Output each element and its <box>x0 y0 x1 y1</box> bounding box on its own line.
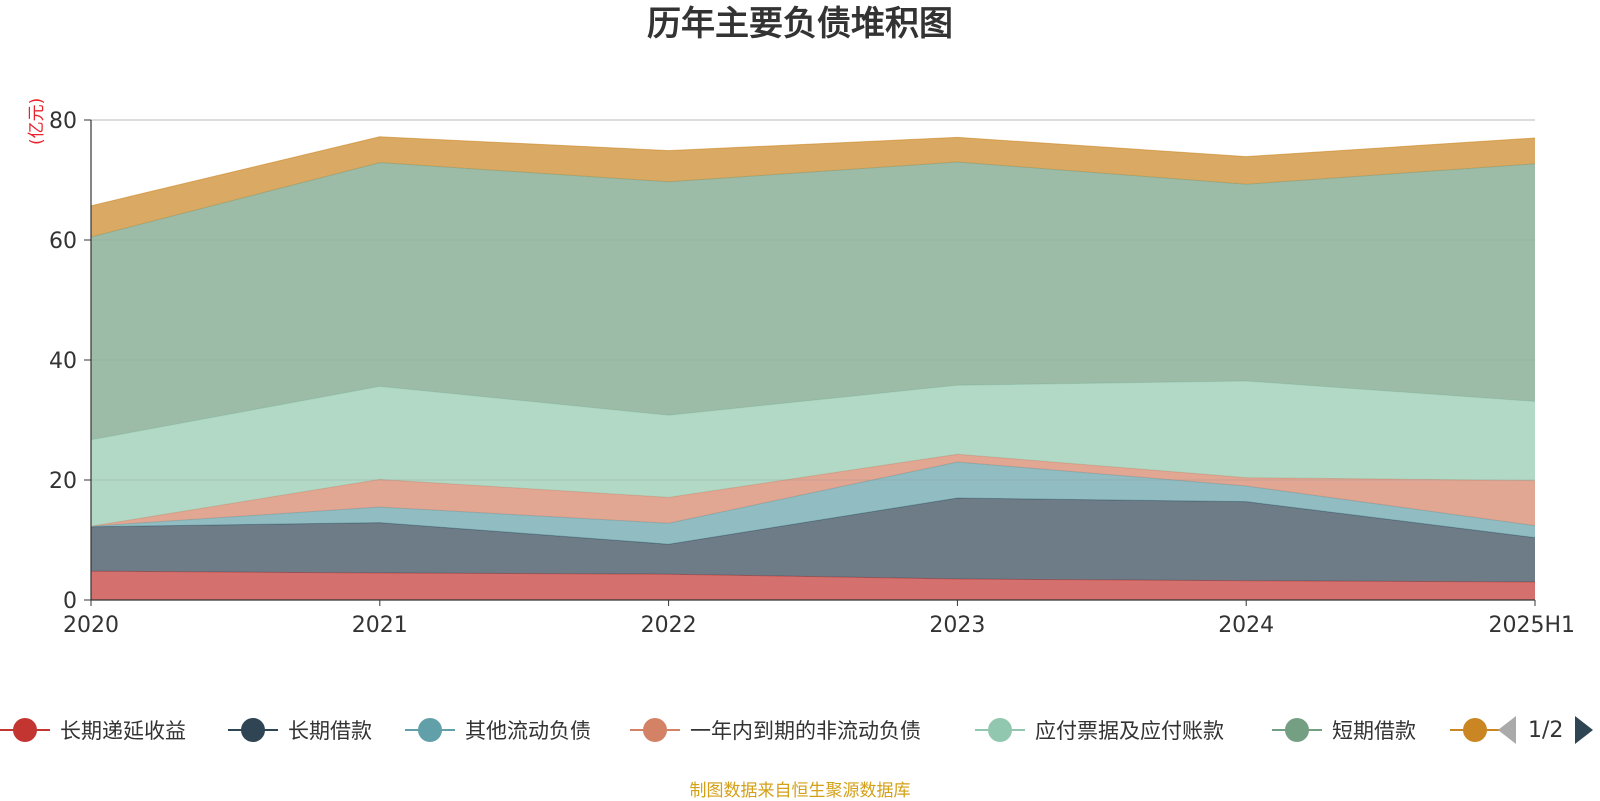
x-tick-label: 2022 <box>641 613 697 638</box>
y-axis-unit-label: (亿元) <box>27 97 47 145</box>
area-layers <box>90 136 1536 600</box>
data-source-note: 制图数据来自恒生聚源数据库 <box>689 781 911 801</box>
legend-marker-icon <box>405 710 455 750</box>
series-line-6 <box>90 136 1536 207</box>
legend-marker-icon <box>228 710 278 750</box>
y-tick-label: 40 <box>49 349 77 374</box>
area-series-4[interactable] <box>91 381 1535 527</box>
x-tick-label: 2025H1 <box>1488 613 1575 638</box>
area-series-0[interactable] <box>91 571 1535 600</box>
legend-item-0[interactable]: 长期递延收益 <box>0 710 186 750</box>
prev-page-icon[interactable] <box>1498 716 1516 744</box>
legend-item-5[interactable]: 短期借款 <box>1272 710 1416 750</box>
stacked-area-chart: 0 20 40 60 80 2020 2021 2022 2023 2024 2025H1 <box>49 109 1575 638</box>
area-series-6[interactable] <box>91 136 1535 237</box>
area-series-1[interactable] <box>91 498 1535 582</box>
y-tick-labels: 0 20 40 60 80 <box>49 109 77 614</box>
next-page-icon[interactable] <box>1575 716 1594 744</box>
legend-label: 长期借款 <box>288 719 372 743</box>
x-tick-label: 2020 <box>63 613 119 638</box>
y-tick-label: 80 <box>49 109 77 134</box>
legend-item-1[interactable]: 长期借款 <box>228 710 372 750</box>
legend-marker-icon <box>1450 710 1500 750</box>
legend-item-2[interactable]: 其他流动负债 <box>405 710 591 750</box>
legend-item-3[interactable]: 一年内到期的非流动负债 <box>630 710 921 750</box>
legend-pager: 1/2 <box>1498 710 1594 750</box>
legend-label: 长期递延收益 <box>60 719 186 743</box>
legend-item-6[interactable] <box>1450 710 1500 750</box>
axes <box>84 119 1536 606</box>
legend-marker-icon <box>1272 710 1322 750</box>
y-tick-label: 20 <box>49 469 77 494</box>
legend-label: 应付票据及应付账款 <box>1035 719 1224 743</box>
y-tick-label: 60 <box>49 229 77 254</box>
legend-label: 其他流动负债 <box>465 719 591 743</box>
grid-lines <box>91 119 1535 481</box>
area-series-2[interactable] <box>91 462 1535 545</box>
legend-item-4[interactable]: 应付票据及应付账款 <box>975 710 1224 750</box>
legend-label: 短期借款 <box>1332 719 1416 743</box>
legend-marker-icon <box>975 710 1025 750</box>
area-series-5[interactable] <box>91 162 1535 440</box>
y-tick-label: 0 <box>63 589 77 614</box>
x-tick-labels: 2020 2021 2022 2023 2024 2025H1 <box>63 613 1575 638</box>
chart-title: 历年主要负债堆积图 <box>647 4 953 44</box>
legend: 长期递延收益 长期借款 其他流动负债 一年内到期的非流动负债 应付票据及应付账款 短期借款 <box>0 710 1600 750</box>
x-tick-label: 2023 <box>929 613 985 638</box>
legend-marker-icon <box>0 710 50 750</box>
page-indicator: 1/2 <box>1528 717 1564 743</box>
legend-marker-icon <box>630 710 680 750</box>
legend-label: 一年内到期的非流动负债 <box>690 719 921 743</box>
x-tick-label: 2021 <box>352 613 408 638</box>
x-tick-label: 2024 <box>1218 613 1274 638</box>
